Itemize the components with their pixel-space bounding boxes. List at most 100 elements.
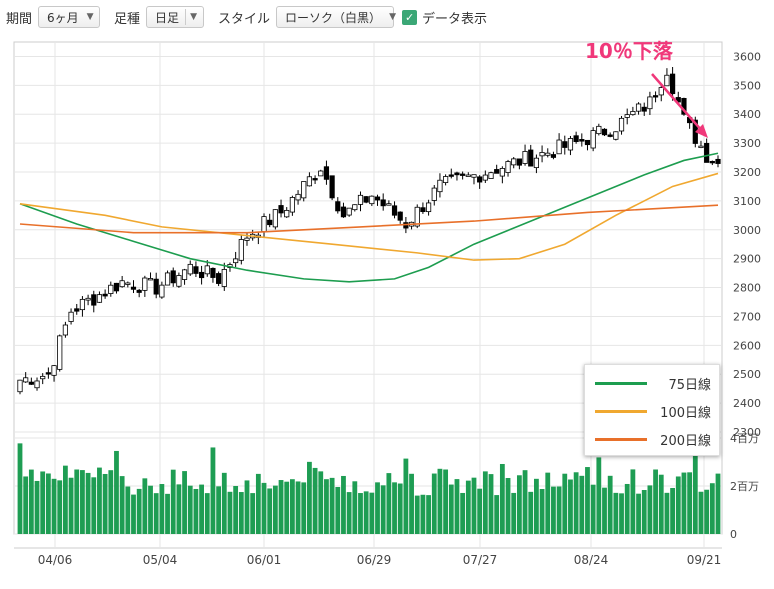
candle [62,324,68,336]
candle [119,280,125,288]
volume-bar [91,477,97,534]
candle [295,193,301,201]
candle [658,87,664,96]
date-tick-label: 08/24 [574,553,609,567]
style-select[interactable]: ローソク（白黒） ▼ [276,6,396,28]
candle [709,160,715,164]
legend-item: 100日線 [585,399,719,423]
volume-bar [250,493,256,534]
ma-75-line [19,152,719,283]
volume-bar [329,477,335,534]
candle [210,267,216,278]
legend-swatch [595,437,647,441]
volume-bar [119,476,125,534]
candle [323,166,330,180]
volume-bar [641,490,647,534]
volume-bar [409,473,414,534]
candle [374,196,381,201]
date-tick-label: 09/21 [687,553,722,567]
candle [136,289,142,293]
volume-bar [375,482,380,534]
candle [471,174,477,178]
annotation-arrow [651,73,704,133]
volume-bar [233,485,239,534]
candle [204,265,210,275]
volume-bar [624,483,630,534]
volume-bar [556,486,562,534]
legend-swatch [595,409,647,413]
candle [233,258,239,264]
candle [216,273,222,284]
volume-bar [392,482,397,534]
volume-bar [709,483,715,534]
volume-bar [85,472,91,534]
volume-bar [465,480,471,534]
volume-bar [505,478,511,534]
volume-bar [204,493,210,534]
candle [142,277,148,291]
volume-bar [573,472,579,534]
legend-item: 200日線 [585,427,719,451]
volume-bar [715,473,721,534]
candle [108,284,114,294]
candlestick-chart[interactable]: 3600 3500 3400 3300 3200 3100 3000 2900 2800 2700… [0,34,774,586]
volume-bar [136,488,142,534]
volume-bar [426,495,431,534]
candle [715,158,721,164]
candle [193,266,199,274]
volume-bar [307,461,312,534]
price-tick-label: 3600 [733,50,761,63]
volume-bar [57,480,63,534]
volume-bar [284,481,290,534]
candle [181,269,188,280]
volume-bar [596,457,602,534]
candle [664,74,670,87]
volume-bar [199,484,204,534]
date-tick-label: 06/01 [247,553,282,567]
candle [267,219,273,226]
candle [113,282,120,292]
candle [244,237,250,241]
volume-bar [522,470,528,534]
volume-bar [97,467,102,534]
volume-bar [363,491,369,534]
volume-bar [210,447,216,534]
volume-bar [341,475,346,534]
candle [278,205,284,214]
volume-bar [681,472,687,534]
candle [198,271,205,279]
candle [34,380,40,389]
candle [460,173,466,176]
volume-bar [619,493,624,534]
candle [397,211,403,221]
volume-bar [403,458,409,534]
chevron-down-icon: ▼ [190,12,198,22]
candle [17,379,23,393]
volume-bar [704,489,710,534]
volume-bar [267,488,273,534]
candle [85,297,91,301]
date-tick-label: 04/06 [38,553,73,567]
volume-bar [108,470,114,534]
volume-bar [148,485,153,534]
period-select[interactable]: 6ヶ月 ▼ [38,6,101,28]
candle [647,96,653,110]
volume-bar [692,444,698,534]
candle [346,207,352,216]
ashu-label: 足種 [114,11,141,27]
volume-bar [585,467,590,534]
volume-bar [17,443,23,534]
volume-bar [386,473,392,534]
data-display-checkbox[interactable]: ✓ データ表示 [402,8,487,27]
ashu-select[interactable]: 日足 ▼ [146,6,205,28]
candle [590,130,596,149]
candle [454,172,460,176]
volume-bar [477,488,483,534]
volume-bar [590,484,596,534]
candle [335,201,341,212]
candle [533,157,540,169]
candle [420,207,426,213]
volume-bar [647,485,653,534]
candle [596,125,602,135]
candle [511,158,517,166]
